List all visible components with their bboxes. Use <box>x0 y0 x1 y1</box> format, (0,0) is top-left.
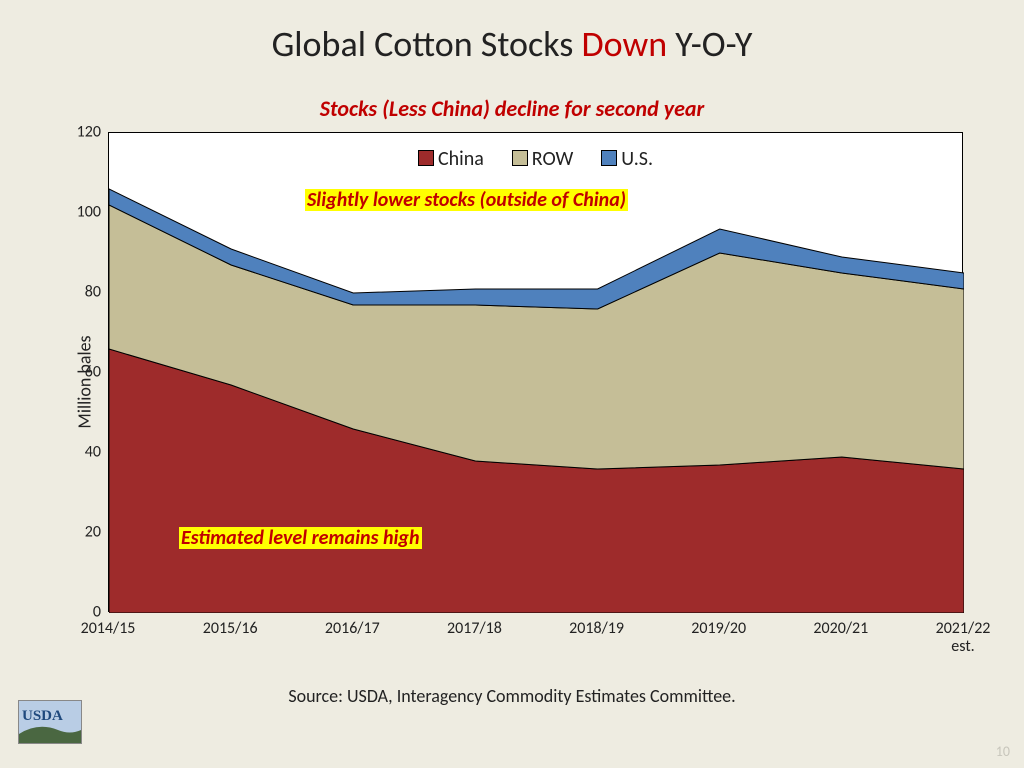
x-tick: 2017/18 <box>447 620 502 638</box>
usda-logo: USDA <box>18 700 82 744</box>
title-em: Down <box>582 22 668 66</box>
y-tick: 120 <box>61 123 101 142</box>
legend-item: ROW <box>512 147 573 171</box>
legend-label: ROW <box>532 147 573 171</box>
x-tick: 2016/17 <box>325 620 380 638</box>
usda-logo-svg: USDA <box>18 700 82 744</box>
slide-subtitle: Stocks (Less China) decline for second y… <box>0 95 1024 122</box>
x-tick: 2019/20 <box>691 620 746 638</box>
y-tick: 100 <box>61 203 101 222</box>
page-number: 10 <box>996 743 1010 760</box>
y-tick: 20 <box>61 523 101 542</box>
source-text: Source: USDA, Interagency Commodity Esti… <box>0 685 1024 707</box>
x-tick: 2015/16 <box>203 620 258 638</box>
chart-annotation: Slightly lower stocks (outside of China) <box>305 189 628 211</box>
y-tick: 60 <box>61 363 101 382</box>
x-tick: 2018/19 <box>569 620 624 638</box>
slide: Global Cotton Stocks Down Y-O-Y Stocks (… <box>0 0 1024 768</box>
chart-legend: China ROW U.S. <box>109 147 962 171</box>
y-axis-label: Million bales <box>74 335 96 428</box>
chart-plot-area: China ROW U.S. Slightly lower stocks (outs… <box>108 132 963 612</box>
legend-label: China <box>438 147 484 171</box>
legend-swatch <box>601 150 617 166</box>
slide-title: Global Cotton Stocks Down Y-O-Y <box>0 22 1024 66</box>
x-tick: 2014/15 <box>81 620 136 638</box>
legend-item: U.S. <box>601 147 653 171</box>
legend-label: U.S. <box>621 147 653 171</box>
y-tick: 40 <box>61 443 101 462</box>
legend-swatch <box>512 150 528 166</box>
x-tick: 2020/21 <box>813 620 868 638</box>
legend-item: China <box>418 147 484 171</box>
x-tick: 2021/22 est. <box>936 620 991 657</box>
chart-annotation: Estimated level remains high <box>179 527 422 549</box>
svg-text:USDA: USDA <box>22 708 63 724</box>
legend-swatch <box>418 150 434 166</box>
y-tick: 80 <box>61 283 101 302</box>
title-post: Y-O-Y <box>667 22 752 66</box>
chart-container: Million bales ChinaROWU.S. Slightly lowe… <box>108 132 963 632</box>
title-pre: Global Cotton Stocks <box>272 22 582 66</box>
